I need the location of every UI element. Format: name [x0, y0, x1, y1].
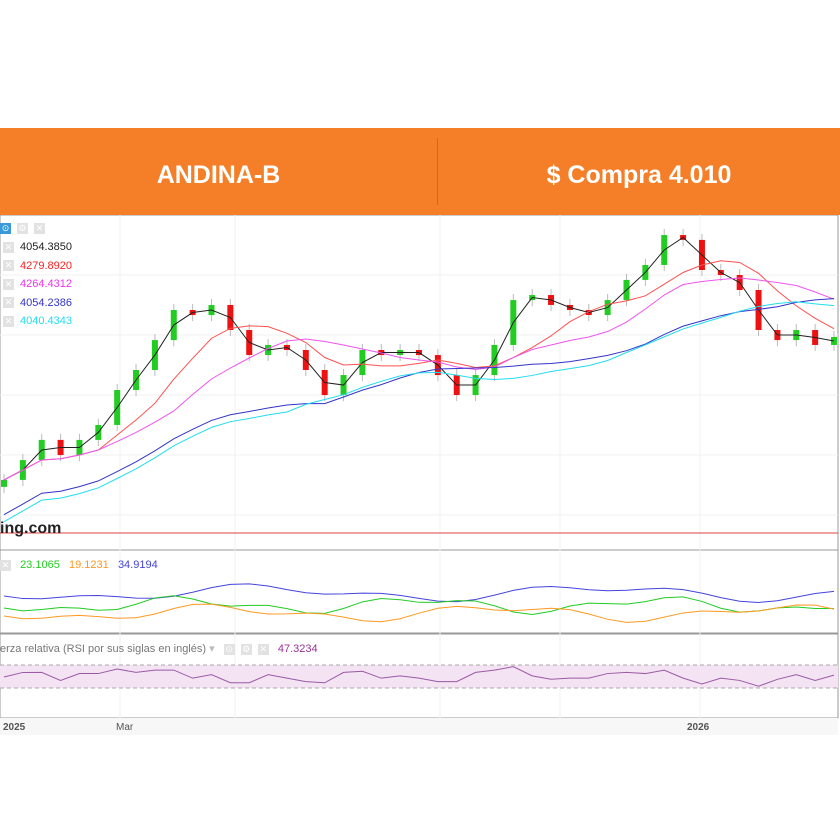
dmi-line [3, 583, 835, 603]
ma-legend-item: ✕ 4054.3850 [3, 241, 72, 253]
price-label: $ Compra 4.010 [546, 161, 732, 189]
dmi-legend: ✕ 23.1065 19.1231 34.9194 [0, 559, 158, 571]
close-icon[interactable]: ✕ [3, 315, 14, 327]
dmi-line [3, 595, 835, 615]
ticker-title: ANDINA-B [156, 161, 281, 189]
ma-legend-item: ✕ 4040.4343 [3, 315, 72, 327]
dmi-line [3, 603, 835, 623]
ma-value: 4264.4312 [20, 278, 72, 290]
dmi-plus: 23.1065 [20, 559, 60, 571]
moving-average-line [3, 301, 835, 523]
close-icon[interactable]: ✕ [3, 278, 14, 290]
legend-toolbar: ⊙ ⚙ ✕ [0, 222, 51, 234]
rsi-band [0, 665, 838, 688]
stock-chart[interactable] [0, 215, 840, 740]
dmi-minus: 19.1231 [69, 559, 109, 571]
watermark: ing.com [0, 520, 62, 537]
main-pane [0, 215, 839, 551]
candle [1, 479, 7, 487]
dmi-pane [0, 549, 839, 634]
dropdown-icon[interactable]: ▾ [209, 643, 215, 655]
moving-average-line [3, 277, 835, 481]
divider [437, 138, 438, 205]
x-tick: Mar [116, 722, 134, 733]
close-icon[interactable]: ✕ [257, 643, 269, 655]
header-band: ANDINA-B $ Compra 4.010 [0, 128, 840, 215]
rsi-label: erza relativa (RSI por sus siglas en ing… [0, 643, 207, 655]
ma-value: 4279.8920 [20, 259, 72, 272]
close-icon[interactable]: ✕ [34, 222, 45, 234]
adx: 34.9194 [117, 559, 158, 571]
rsi-line [3, 666, 835, 687]
ma-legend-item: ✕ 4054.2386 [3, 297, 72, 309]
gear-icon[interactable]: ⚙ [240, 643, 252, 655]
close-icon[interactable]: ✕ [0, 559, 11, 571]
close-icon[interactable]: ✕ [3, 241, 14, 253]
moving-average-line [3, 260, 835, 481]
ma-value: 4054.2386 [20, 296, 72, 309]
settings-icon[interactable]: ⊙ [0, 222, 11, 234]
ma-value: 4040.4343 [20, 315, 72, 327]
x-axis [0, 718, 838, 735]
rsi-value: 47.3234 [277, 643, 318, 655]
ma-value: 4054.3850 [20, 241, 72, 253]
ma-legend-item: ✕ 4279.8920 [3, 260, 72, 272]
settings-icon[interactable]: ⊙ [223, 643, 235, 655]
moving-average-line [3, 236, 835, 481]
rsi-legend: erza relativa (RSI por sus siglas en ing… [0, 642, 318, 655]
close-icon[interactable]: ✕ [3, 260, 14, 272]
close-icon[interactable]: ✕ [3, 297, 14, 309]
x-tick: 2026 [687, 722, 710, 733]
x-tick: 2025 [3, 722, 26, 733]
gear-icon[interactable]: ⚙ [17, 222, 28, 234]
ma-legend-item: ✕ 4264.4312 [3, 278, 72, 290]
